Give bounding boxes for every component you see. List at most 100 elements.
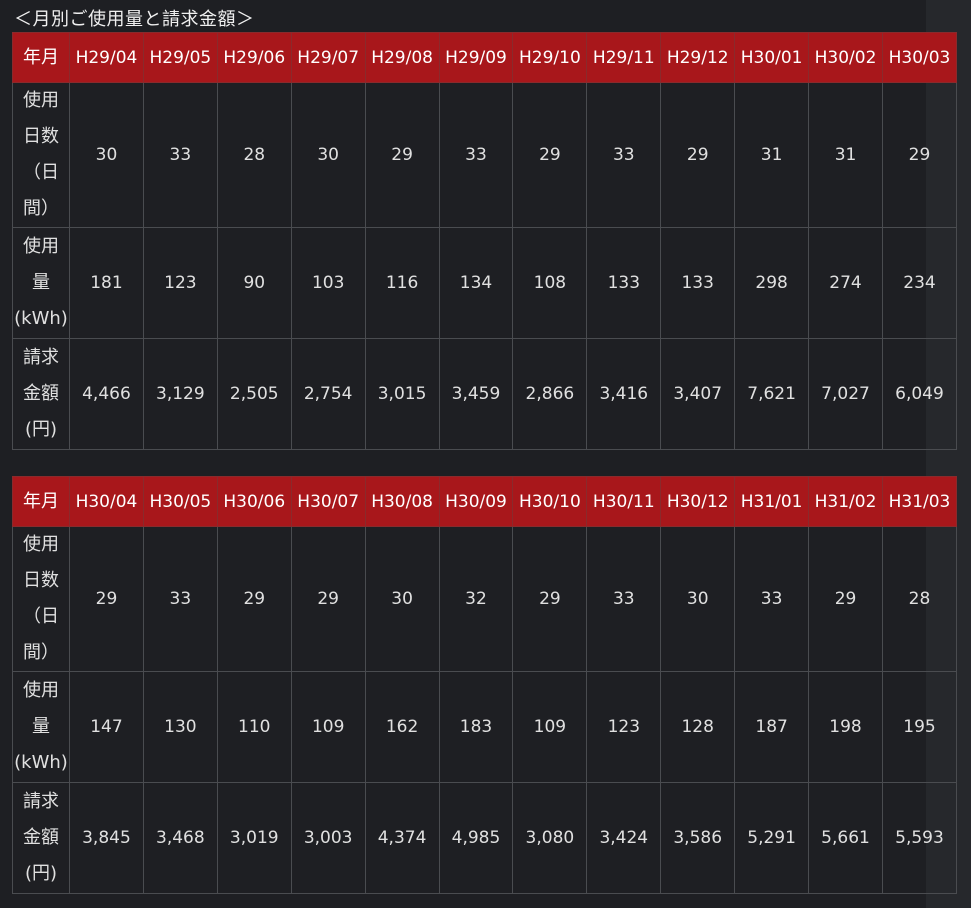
bill-cell: 6,049: [881, 338, 958, 450]
bill-cell: 3,468: [142, 782, 218, 894]
days-cell: 33: [142, 526, 218, 672]
usage-cell: 198: [808, 671, 883, 783]
bill-cell: 4,466: [69, 338, 144, 450]
usage-cell: 116: [364, 227, 440, 339]
days-cell: 33: [734, 526, 810, 672]
bill-cell: 7,621: [734, 338, 810, 450]
days-cell: 31: [734, 82, 810, 228]
month-header: H30/05: [142, 476, 218, 527]
days-cell: 29: [512, 82, 588, 228]
days-label: 使用 日数 （日 間）: [12, 82, 70, 228]
days-cell: 29: [364, 82, 440, 228]
usage-label: 使用量 (kWh): [12, 227, 70, 339]
bill-cell: 3,129: [142, 338, 218, 450]
days-cell: 30: [660, 526, 736, 672]
usage-cell: 130: [142, 671, 218, 783]
usage-cell: 123: [142, 227, 218, 339]
bill-cell: 3,845: [69, 782, 144, 894]
month-label: 年月: [12, 32, 70, 83]
usage-cell: 298: [734, 227, 810, 339]
days-cell: 29: [69, 526, 144, 672]
month-header: H30/11: [586, 476, 662, 527]
bill-cell: 3,459: [438, 338, 514, 450]
usage-cell: 90: [216, 227, 292, 339]
bill-cell: 4,985: [438, 782, 514, 894]
bill-cell: 3,015: [364, 338, 440, 450]
usage-table-fy30: 年月 H30/04 H30/05 H30/06 H30/07 H30/08 H30/09 H3…: [12, 476, 958, 894]
usage-cell: 133: [586, 227, 662, 339]
bill-cell: 3,019: [216, 782, 292, 894]
bill-cell: 5,661: [808, 782, 883, 894]
month-header: H29/08: [364, 32, 440, 83]
usage-cell: 110: [216, 671, 292, 783]
days-label: 使用 日数 （日 間）: [12, 526, 70, 672]
bill-cell: 3,407: [660, 338, 736, 450]
days-cell: 33: [438, 82, 514, 228]
days-row: 使用 日数 （日 間） 30 33 28 30 29 33 29 33 29 31 31 29: [12, 82, 958, 228]
bill-cell: 2,505: [216, 338, 292, 450]
section-title: ＜月別ご使用量と請求金額＞: [14, 9, 255, 30]
days-cell: 29: [881, 82, 958, 228]
month-header: H30/10: [512, 476, 588, 527]
bill-cell: 2,754: [290, 338, 366, 450]
usage-cell: 162: [364, 671, 440, 783]
days-cell: 33: [586, 526, 662, 672]
bill-label: 請求 金額 (円): [12, 782, 70, 894]
month-header: H30/04: [69, 476, 144, 527]
usage-cell: 134: [438, 227, 514, 339]
days-cell: 29: [290, 526, 366, 672]
bill-cell: 2,866: [512, 338, 588, 450]
days-cell: 29: [660, 82, 736, 228]
bill-label: 請求 金額 (円): [12, 338, 70, 450]
usage-cell: 274: [808, 227, 883, 339]
usage-cell: 108: [512, 227, 588, 339]
days-cell: 33: [586, 82, 662, 228]
month-header: H29/09: [438, 32, 514, 83]
usage-cell: 183: [438, 671, 514, 783]
usage-table-fy29: 年月 H29/04 H29/05 H29/06 H29/07 H29/08 H29/09 H2…: [12, 32, 958, 450]
month-header: H31/01: [734, 476, 810, 527]
bill-row: 請求 金額 (円) 4,466 3,129 2,505 2,754 3,015 3,459 2,8…: [12, 338, 958, 450]
bill-cell: 3,416: [586, 338, 662, 450]
month-header: H29/10: [512, 32, 588, 83]
month-header: H30/01: [734, 32, 810, 83]
month-header: H30/06: [216, 476, 292, 527]
bill-cell: 5,291: [734, 782, 810, 894]
month-header: H31/02: [808, 476, 883, 527]
month-header: H29/07: [290, 32, 366, 83]
usage-cell: 187: [734, 671, 810, 783]
bill-cell: 3,586: [660, 782, 736, 894]
usage-cell: 123: [586, 671, 662, 783]
usage-row: 使用量 (kWh) 147 130 110 109 162 183 109 123 128 187 19…: [12, 671, 958, 783]
usage-cell: 109: [512, 671, 588, 783]
bill-cell: 5,593: [881, 782, 958, 894]
month-header: H30/02: [808, 32, 883, 83]
days-cell: 29: [808, 526, 883, 672]
usage-cell: 109: [290, 671, 366, 783]
usage-cell: 103: [290, 227, 366, 339]
month-header: H29/04: [69, 32, 144, 83]
month-header: H30/12: [660, 476, 736, 527]
usage-row: 使用量 (kWh) 181 123 90 103 116 134 108 133 133 298 274…: [12, 227, 958, 339]
usage-cell: 181: [69, 227, 144, 339]
month-header: H30/09: [438, 476, 514, 527]
month-header: H29/06: [216, 32, 292, 83]
month-header: H29/05: [142, 32, 218, 83]
bill-cell: 4,374: [364, 782, 440, 894]
days-cell: 29: [512, 526, 588, 672]
month-header: H31/03: [881, 476, 958, 527]
bill-cell: 3,424: [586, 782, 662, 894]
usage-cell: 147: [69, 671, 144, 783]
usage-cell: 195: [881, 671, 958, 783]
days-cell: 30: [290, 82, 366, 228]
usage-cell: 128: [660, 671, 736, 783]
days-row: 使用 日数 （日 間） 29 33 29 29 30 32 29 33 30 33 29 28: [12, 526, 958, 672]
usage-cell: 133: [660, 227, 736, 339]
usage-label: 使用量 (kWh): [12, 671, 70, 783]
bill-cell: 7,027: [808, 338, 883, 450]
days-cell: 29: [216, 526, 292, 672]
days-cell: 33: [142, 82, 218, 228]
bill-row: 請求 金額 (円) 3,845 3,468 3,019 3,003 4,374 4,985 3,0…: [12, 782, 958, 894]
days-cell: 31: [808, 82, 883, 228]
month-header: H30/03: [881, 32, 958, 83]
